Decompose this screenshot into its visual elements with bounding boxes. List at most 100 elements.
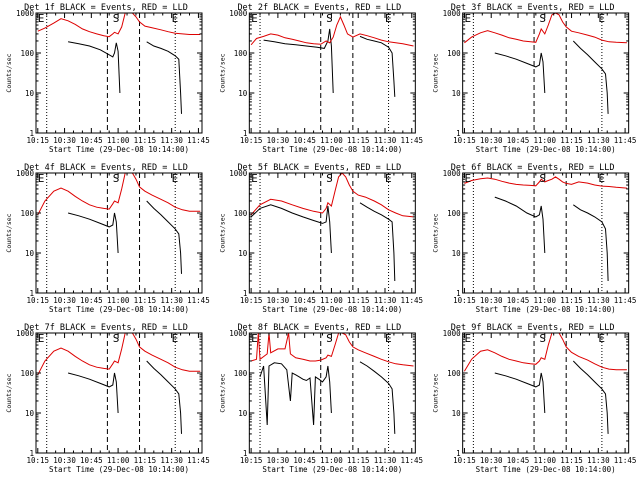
x-tick-label: 10:15 xyxy=(240,456,263,465)
events-line-1 xyxy=(68,41,121,94)
lld-line-1 xyxy=(464,176,627,189)
y-tick-label: 1 xyxy=(456,129,461,138)
y-tick-label: 1000 xyxy=(443,329,462,338)
y-tick-label: 100 xyxy=(447,369,461,378)
y-tick-label: 10 xyxy=(25,89,35,98)
panel-title: Det 9f BLACK = Events, RED = LLD xyxy=(451,323,615,333)
y-axis-label: Counts/sec xyxy=(5,53,13,92)
panel-5: Det 5f BLACK = Events, RED = LLD 1 10 100 10… xyxy=(218,163,423,314)
events-line-1 xyxy=(67,372,119,414)
panel-2: Det 2f BLACK = Events, RED = LLD 1 10 100 10… xyxy=(218,3,423,154)
x-tick-label: 11:30 xyxy=(160,456,183,465)
event-marker: E xyxy=(385,332,392,345)
x-tick-label: 11:30 xyxy=(587,456,610,465)
events-line-2 xyxy=(146,360,182,434)
y-tick-label: 1 xyxy=(456,289,461,298)
plot-frame xyxy=(35,172,203,294)
x-tick-label: 11:00 xyxy=(533,296,556,305)
x-tick-label: 10:15 xyxy=(453,296,476,305)
y-tick-label: 1 xyxy=(29,449,34,458)
x-tick-label: 11:45 xyxy=(614,136,637,145)
y-axis-label: Counts/sec xyxy=(432,373,440,412)
panel-9: Det 9f BLACK = Events, RED = LLD 1 10 100 10… xyxy=(432,323,637,474)
y-axis-label: Counts/sec xyxy=(432,53,440,92)
event-marker: S xyxy=(539,332,546,345)
event-marker: E xyxy=(385,12,392,25)
plot-frame xyxy=(35,12,203,134)
events-line-1 xyxy=(494,52,546,94)
y-tick-label: 10 xyxy=(238,249,248,258)
x-tick-label: 10:30 xyxy=(480,456,503,465)
panel-4: Det 4f BLACK = Events, RED = LLD 1 10 100 10… xyxy=(5,163,210,314)
event-marker: E xyxy=(38,172,45,185)
lld-line-1 xyxy=(250,15,414,47)
x-axis-label: Start Time (29-Dec-08 10:14:00) xyxy=(476,305,616,314)
x-tick-label: 10:30 xyxy=(267,456,290,465)
x-tick-label: 11:30 xyxy=(160,136,183,145)
lld-line-1 xyxy=(37,173,201,216)
x-tick-label: 11:15 xyxy=(134,456,157,465)
y-tick-label: 10 xyxy=(452,409,462,418)
lld-line-1 xyxy=(463,333,627,372)
x-tick-label: 11:15 xyxy=(560,136,583,145)
lld-line-1 xyxy=(250,173,414,218)
event-marker: E xyxy=(38,332,45,345)
x-axis-label: Start Time (29-Dec-08 10:14:00) xyxy=(476,465,616,474)
x-tick-label: 10:30 xyxy=(267,136,290,145)
plot-frame xyxy=(248,172,416,294)
event-marker: E xyxy=(172,12,179,25)
x-tick-label: 10:15 xyxy=(26,296,49,305)
y-axis-label: Counts/sec xyxy=(5,213,13,252)
y-tick-label: 1 xyxy=(29,289,34,298)
x-tick-label: 11:45 xyxy=(400,136,423,145)
y-tick-label: 10 xyxy=(452,89,462,98)
events-line-2 xyxy=(573,204,609,282)
events-line-1 xyxy=(494,372,546,414)
x-tick-label: 10:45 xyxy=(80,296,103,305)
x-tick-label: 11:15 xyxy=(560,456,583,465)
y-tick-label: 1000 xyxy=(229,169,248,178)
x-tick-label: 11:00 xyxy=(107,456,130,465)
event-marker: S xyxy=(539,12,546,25)
y-tick-label: 100 xyxy=(234,49,248,58)
plot-frame xyxy=(462,172,630,294)
events-line-1 xyxy=(67,212,119,254)
x-tick-label: 10:30 xyxy=(267,296,290,305)
x-tick-label: 11:15 xyxy=(134,136,157,145)
plot-frame xyxy=(248,12,416,134)
x-axis-label: Start Time (29-Dec-08 10:14:00) xyxy=(49,305,189,314)
panel-title: Det 7f BLACK = Events, RED = LLD xyxy=(24,323,188,333)
y-tick-label: 1000 xyxy=(16,169,35,178)
x-tick-label: 10:30 xyxy=(53,296,76,305)
x-axis-label: Start Time (29-Dec-08 10:14:00) xyxy=(476,145,616,154)
x-tick-label: 10:30 xyxy=(480,296,503,305)
events-line-2 xyxy=(359,202,396,282)
y-tick-label: 1000 xyxy=(16,9,35,18)
x-axis-label: Start Time (29-Dec-08 10:14:00) xyxy=(262,305,402,314)
panel-title: Det 1f BLACK = Events, RED = LLD xyxy=(24,3,188,13)
events-line-1 xyxy=(494,196,546,254)
lld-line-1 xyxy=(37,13,201,38)
x-tick-label: 11:30 xyxy=(587,296,610,305)
lld-line-1 xyxy=(37,333,201,376)
plot-frame xyxy=(462,332,630,454)
event-marker: E xyxy=(464,332,471,345)
event-marker: S xyxy=(539,172,546,185)
x-axis-label: Start Time (29-Dec-08 10:14:00) xyxy=(262,145,402,154)
event-marker: S xyxy=(113,12,120,25)
events-line-2 xyxy=(146,41,182,114)
x-tick-label: 10:15 xyxy=(240,136,263,145)
y-tick-label: 10 xyxy=(238,89,248,98)
x-tick-label: 11:00 xyxy=(107,296,130,305)
y-tick-label: 10 xyxy=(452,249,462,258)
x-tick-label: 11:15 xyxy=(347,456,370,465)
events-line-2 xyxy=(146,200,182,274)
lld-line-1 xyxy=(464,13,627,44)
x-tick-label: 10:15 xyxy=(453,456,476,465)
event-marker: E xyxy=(251,332,258,345)
event-marker: E xyxy=(598,12,605,25)
x-tick-label: 10:45 xyxy=(507,136,530,145)
x-tick-label: 11:30 xyxy=(160,296,183,305)
x-tick-label: 11:45 xyxy=(614,456,637,465)
